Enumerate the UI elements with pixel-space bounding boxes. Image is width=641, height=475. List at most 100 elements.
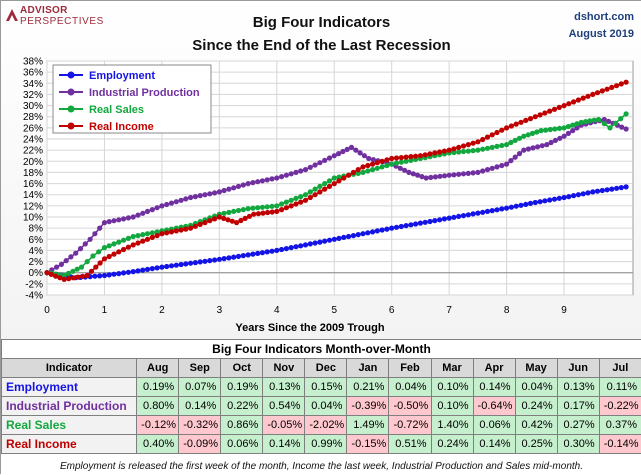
series-point bbox=[207, 258, 212, 263]
value-cell: -0.32% bbox=[179, 416, 221, 435]
table-row: Real Sales-0.12%-0.32%0.86%-0.05%-2.02%1… bbox=[2, 416, 641, 435]
series-point bbox=[260, 250, 265, 255]
series-point bbox=[145, 209, 150, 214]
series-point bbox=[466, 212, 471, 217]
series-point bbox=[96, 249, 101, 254]
value-cell: 0.24% bbox=[431, 435, 473, 454]
value-cell: -0.39% bbox=[347, 397, 389, 416]
series-point bbox=[198, 193, 203, 198]
series-point bbox=[590, 92, 595, 97]
series-point bbox=[336, 178, 341, 183]
series-point bbox=[490, 145, 495, 150]
series-point bbox=[471, 141, 476, 146]
series-point bbox=[562, 195, 567, 200]
series-point bbox=[494, 144, 499, 149]
series-point bbox=[408, 154, 413, 159]
series-point bbox=[528, 116, 533, 121]
series-point bbox=[380, 227, 385, 232]
series-point bbox=[169, 201, 174, 206]
x-tick-label: 6 bbox=[389, 305, 395, 316]
series-point bbox=[461, 213, 466, 218]
series-point bbox=[389, 162, 394, 167]
series-point bbox=[131, 214, 136, 219]
series-point bbox=[293, 170, 298, 175]
series-point bbox=[466, 171, 471, 176]
value-cell: -0.22% bbox=[599, 397, 641, 416]
series-point bbox=[384, 163, 389, 168]
series-point bbox=[313, 187, 318, 192]
header-month: Feb bbox=[389, 359, 431, 378]
series-point bbox=[542, 198, 547, 203]
series-point bbox=[480, 168, 485, 173]
series-point bbox=[116, 240, 121, 245]
series-point bbox=[150, 235, 155, 240]
value-cell: 0.04% bbox=[389, 378, 431, 397]
series-point bbox=[384, 227, 389, 232]
y-tick-label: 32% bbox=[23, 90, 43, 101]
series-point bbox=[246, 206, 251, 211]
series-point bbox=[226, 210, 231, 215]
value-cell: 0.19% bbox=[221, 378, 263, 397]
series-point bbox=[394, 161, 399, 166]
series-point bbox=[346, 173, 351, 178]
series-point bbox=[523, 118, 528, 123]
header-month: Nov bbox=[263, 359, 305, 378]
series-point bbox=[581, 191, 586, 196]
value-cell: -0.09% bbox=[179, 435, 221, 454]
series-point bbox=[80, 274, 85, 279]
series-point bbox=[566, 131, 571, 136]
series-point bbox=[461, 149, 466, 154]
series-point bbox=[126, 236, 131, 241]
header-month: Jan bbox=[347, 359, 389, 378]
series-point bbox=[62, 277, 67, 282]
series-point bbox=[140, 211, 145, 216]
series-point bbox=[547, 109, 552, 114]
series-point bbox=[624, 184, 629, 189]
series-point bbox=[322, 187, 327, 192]
series-point bbox=[246, 181, 251, 186]
series-point bbox=[308, 195, 313, 200]
series-point bbox=[485, 167, 490, 172]
series-point bbox=[303, 242, 308, 247]
series-point bbox=[93, 265, 98, 270]
series-point bbox=[251, 212, 256, 217]
series-point bbox=[471, 170, 476, 175]
series-point bbox=[602, 121, 607, 126]
series-point bbox=[466, 142, 471, 147]
series-point bbox=[571, 99, 576, 104]
y-tick-label: 18% bbox=[23, 168, 43, 179]
series-point bbox=[293, 244, 298, 249]
series-point bbox=[236, 254, 241, 259]
value-cell: -0.05% bbox=[263, 416, 305, 435]
series-point bbox=[313, 240, 318, 245]
series-point bbox=[475, 148, 480, 153]
series-point bbox=[140, 232, 145, 237]
header-month: Dec bbox=[305, 359, 347, 378]
series-point bbox=[313, 192, 318, 197]
series-point bbox=[552, 197, 557, 202]
series-point bbox=[131, 234, 136, 239]
series-point bbox=[456, 145, 461, 150]
series-point bbox=[406, 170, 411, 175]
series-point bbox=[499, 128, 504, 133]
value-cell: 0.17% bbox=[557, 397, 599, 416]
series-point bbox=[619, 185, 624, 190]
series-point bbox=[145, 231, 150, 236]
series-point bbox=[83, 241, 88, 246]
series-point bbox=[404, 223, 409, 228]
y-tick-label: 22% bbox=[23, 146, 43, 157]
series-point bbox=[241, 253, 246, 258]
series-point bbox=[155, 233, 160, 238]
series-point bbox=[542, 110, 547, 115]
series-point bbox=[530, 145, 535, 150]
series-point bbox=[303, 198, 308, 203]
series-point bbox=[341, 235, 346, 240]
series-point bbox=[255, 251, 260, 256]
series-point bbox=[389, 156, 394, 161]
series-point bbox=[557, 105, 562, 110]
series-point bbox=[413, 221, 418, 226]
series-point bbox=[250, 252, 255, 257]
series-point bbox=[547, 197, 552, 202]
series-point bbox=[389, 226, 394, 231]
series-point bbox=[504, 125, 509, 130]
